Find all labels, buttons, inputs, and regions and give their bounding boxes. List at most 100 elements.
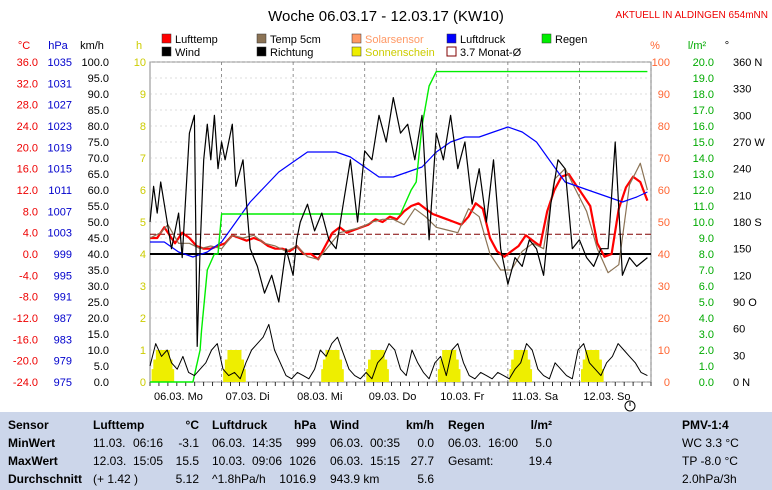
tick-direction: 240	[733, 164, 751, 176]
tick-wind: 75.0	[88, 137, 109, 149]
series-temp-5cm	[149, 162, 648, 274]
tick-rain: 7.0	[699, 265, 714, 277]
series-richtung	[149, 96, 648, 347]
tick-pressure: 999	[54, 249, 72, 261]
row-label-avg: Durchschnitt	[8, 472, 83, 486]
press-trend: ^1.8hPa/h	[212, 472, 266, 486]
tick-rain: 6.0	[699, 281, 714, 293]
legend-swatch	[351, 33, 362, 44]
tick-direction: 90 O	[733, 297, 757, 309]
tick-rain: 16.0	[693, 121, 714, 133]
legend-swatch	[541, 33, 552, 44]
col-wind: Wind km/h 06.03. 00:35 0.0 06.03. 15:15 27.7 …	[330, 416, 438, 488]
sunshine-bar	[243, 369, 246, 382]
chart-svg: Woche 06.03.17 - 12.03.17 (KW10) AKTUELL …	[13, 8, 768, 412]
temp-avg-value: 5.12	[175, 472, 199, 486]
legend-label: Solarsensor	[365, 34, 424, 46]
wind-max-value: 27.7	[410, 454, 434, 468]
tick-rain: 4.0	[699, 313, 714, 325]
col-pmv: PMV-1:4 WC 3.3 °C TP -8.0 °C 2.0hPa/3h	[682, 416, 768, 488]
axis-unit-temp: °C	[18, 40, 30, 52]
tick-rain: 17.0	[693, 105, 714, 117]
legend-label: Lufttemp	[175, 34, 218, 46]
tick-rain: 1.0	[699, 361, 714, 373]
axis-unit-humidity: %	[650, 40, 660, 52]
pmv-windchill: WC 3.3 °C	[682, 436, 739, 450]
tick-sun: 4	[140, 249, 146, 261]
tick-temp: -8.0	[19, 292, 38, 304]
tick-rain: 0.0	[699, 377, 714, 389]
legend-swatch	[256, 33, 267, 44]
tick-wind: 15.0	[88, 329, 109, 341]
tick-temp: 4.0	[23, 228, 38, 240]
tick-rain: 3.0	[699, 329, 714, 341]
x-label: 06.03. Mo	[154, 391, 203, 403]
legend-label: Luftdruck	[460, 34, 506, 46]
press-max-date: 10.03.	[212, 454, 246, 468]
press-max-time: 09:06	[252, 454, 283, 468]
tick-sun: 7	[140, 153, 146, 165]
tick-pressure: 991	[54, 292, 72, 304]
wind-distance: 943.9 km	[330, 472, 380, 486]
legend-label: 3.7 Monat-Ø	[460, 47, 522, 59]
legend-swatch	[161, 46, 172, 57]
sunshine-bar	[172, 369, 175, 382]
press-max-value: 1026	[289, 454, 316, 468]
rain-min-time: 16:00	[488, 436, 519, 450]
x-label: 07.03. Di	[226, 391, 270, 403]
header-wind: Wind	[330, 418, 360, 432]
header-regen-unit: l/m²	[530, 418, 552, 432]
sunshine-bar	[458, 369, 461, 382]
rain-min-date: 06.03.	[448, 436, 482, 450]
col-sensor: Sensor MinWert MaxWert Durchschnitt	[8, 416, 88, 488]
tick-pressure: 979	[54, 356, 72, 368]
tick-temp: -16.0	[13, 334, 38, 346]
press-min-date: 06.03.	[212, 436, 246, 450]
tick-rain: 12.0	[693, 185, 714, 197]
tick-wind: 20.0	[88, 313, 109, 325]
tick-sun: 8	[140, 121, 146, 133]
tick-direction: 330	[733, 84, 751, 96]
tick-temp: 16.0	[17, 164, 38, 176]
tick-humidity: 80	[658, 121, 670, 133]
tick-pressure: 983	[54, 334, 72, 346]
col-luftdruck: Luftdruck hPa 06.03. 14:35 999 10.03. 09:06 1…	[212, 416, 320, 488]
tick-temp: 12.0	[17, 185, 38, 197]
pmv-pressure-trend: 2.0hPa/3h	[682, 472, 737, 486]
axis-unit-direction: °	[725, 40, 729, 52]
tick-rain: 9.0	[699, 233, 714, 245]
chart-title: Woche 06.03.17 - 12.03.17 (KW10)	[268, 8, 504, 25]
tick-temp: 20.0	[17, 142, 38, 154]
legend-swatch	[446, 33, 457, 44]
tick-rain: 20.0	[693, 57, 714, 69]
tick-temp: 28.0	[17, 100, 38, 112]
tick-pressure: 987	[54, 313, 72, 325]
tick-direction: 360 N	[733, 57, 762, 69]
tick-temp: -24.0	[13, 377, 38, 389]
tick-wind: 35.0	[88, 265, 109, 277]
tick-rain: 19.0	[693, 73, 714, 85]
tick-temp: 36.0	[17, 57, 38, 69]
tick-direction: 180 S	[733, 217, 762, 229]
axis-unit-pressure: hPa	[48, 40, 68, 52]
row-label-min: MinWert	[8, 436, 56, 450]
temp-max-value: 15.5	[175, 454, 199, 468]
tick-sun: 10	[134, 57, 146, 69]
wind-max-date: 06.03.	[330, 454, 364, 468]
temp-avg-trend: (+ 1.42 )	[93, 472, 139, 486]
tick-temp: 0.0	[23, 249, 38, 261]
header-regen: Regen	[448, 418, 485, 432]
wind-min-value: 0.0	[417, 436, 434, 450]
sunshine-bar	[386, 369, 389, 382]
tick-temp: 24.0	[17, 121, 38, 133]
temp-min-value: -3.1	[178, 436, 199, 450]
tick-sun: 2	[140, 313, 146, 325]
tick-sun: 5	[140, 217, 146, 229]
tick-wind: 45.0	[88, 233, 109, 245]
pmv-dewpoint: TP -8.0 °C	[682, 454, 738, 468]
tick-wind: 65.0	[88, 169, 109, 181]
tick-rain: 14.0	[693, 153, 714, 165]
tick-direction: 210	[733, 190, 751, 202]
series-regen	[150, 70, 648, 383]
